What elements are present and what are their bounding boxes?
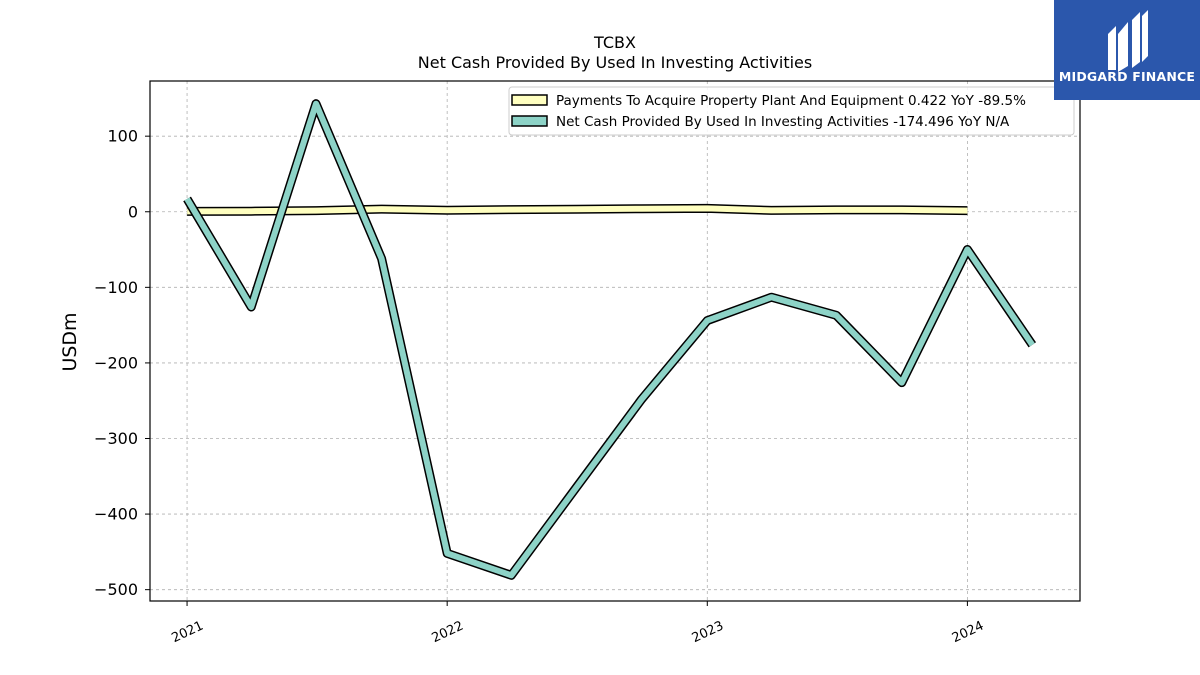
y-tick-label: −100 bbox=[94, 278, 138, 297]
legend: Payments To Acquire Property Plant And E… bbox=[508, 86, 1075, 136]
y-axis-label: USDm bbox=[59, 312, 81, 371]
series-lines bbox=[183, 99, 1037, 580]
series-outline bbox=[183, 99, 1037, 580]
series-line bbox=[184, 100, 1035, 579]
legend-entry: Payments To Acquire Property Plant And E… bbox=[556, 93, 1026, 109]
legend-swatch bbox=[511, 115, 548, 127]
chart-title: TCBX bbox=[593, 33, 636, 52]
x-tick-label: 2024 bbox=[950, 619, 986, 647]
brand-name: MIDGARD FINANCE bbox=[1058, 69, 1196, 84]
y-tick-label: 0 bbox=[128, 202, 138, 221]
y-axis: 100 0 −100 −200 −300 −400 −500 bbox=[94, 127, 150, 599]
brand-logo: MIDGARD FINANCE bbox=[1054, 0, 1200, 100]
grid bbox=[150, 81, 1080, 601]
y-tick-label: −400 bbox=[94, 505, 138, 524]
y-tick-label: 100 bbox=[107, 127, 138, 146]
x-axis: 2021 2022 2023 2024 bbox=[170, 601, 986, 647]
y-tick-label: −300 bbox=[94, 429, 138, 448]
legend-entry: Net Cash Provided By Used In Investing A… bbox=[556, 114, 1010, 130]
series-line bbox=[187, 205, 968, 215]
legend-box bbox=[508, 86, 1075, 136]
series-1 bbox=[187, 203, 968, 216]
y-tick-label: −500 bbox=[94, 580, 138, 599]
logo-mark-icon bbox=[1108, 10, 1148, 72]
x-tick-label: 2022 bbox=[430, 619, 466, 647]
chart-subtitle: Net Cash Provided By Used In Investing A… bbox=[418, 53, 812, 72]
series-2 bbox=[183, 99, 1037, 580]
y-tick-label: −200 bbox=[94, 353, 138, 372]
legend-swatch bbox=[511, 94, 548, 106]
x-tick-label: 2023 bbox=[690, 619, 726, 647]
plot-frame bbox=[149, 80, 1081, 602]
x-tick-label: 2021 bbox=[170, 619, 206, 647]
